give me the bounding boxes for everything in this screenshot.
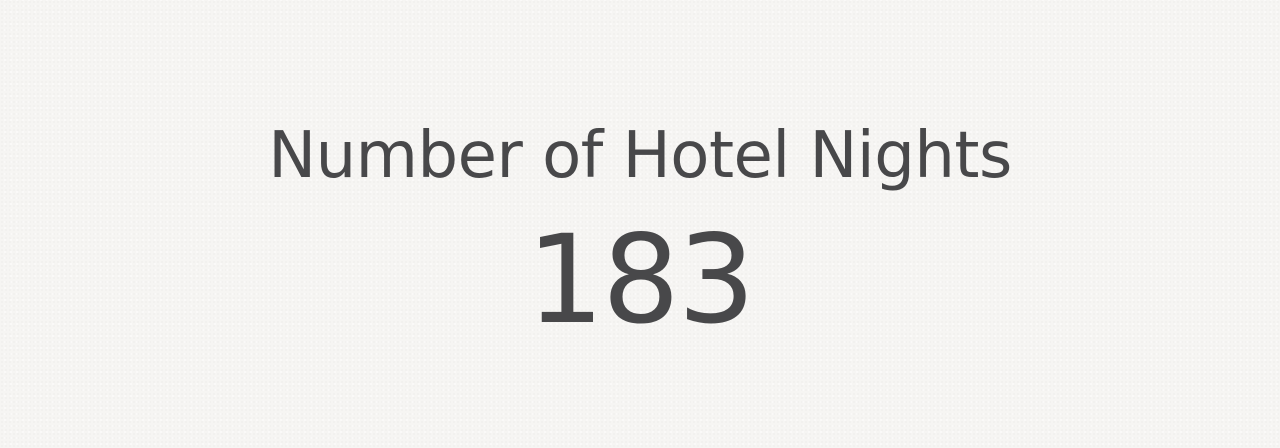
stat-value: 183 bbox=[526, 209, 756, 351]
stat-label: Number of Hotel Nights bbox=[268, 119, 1012, 193]
